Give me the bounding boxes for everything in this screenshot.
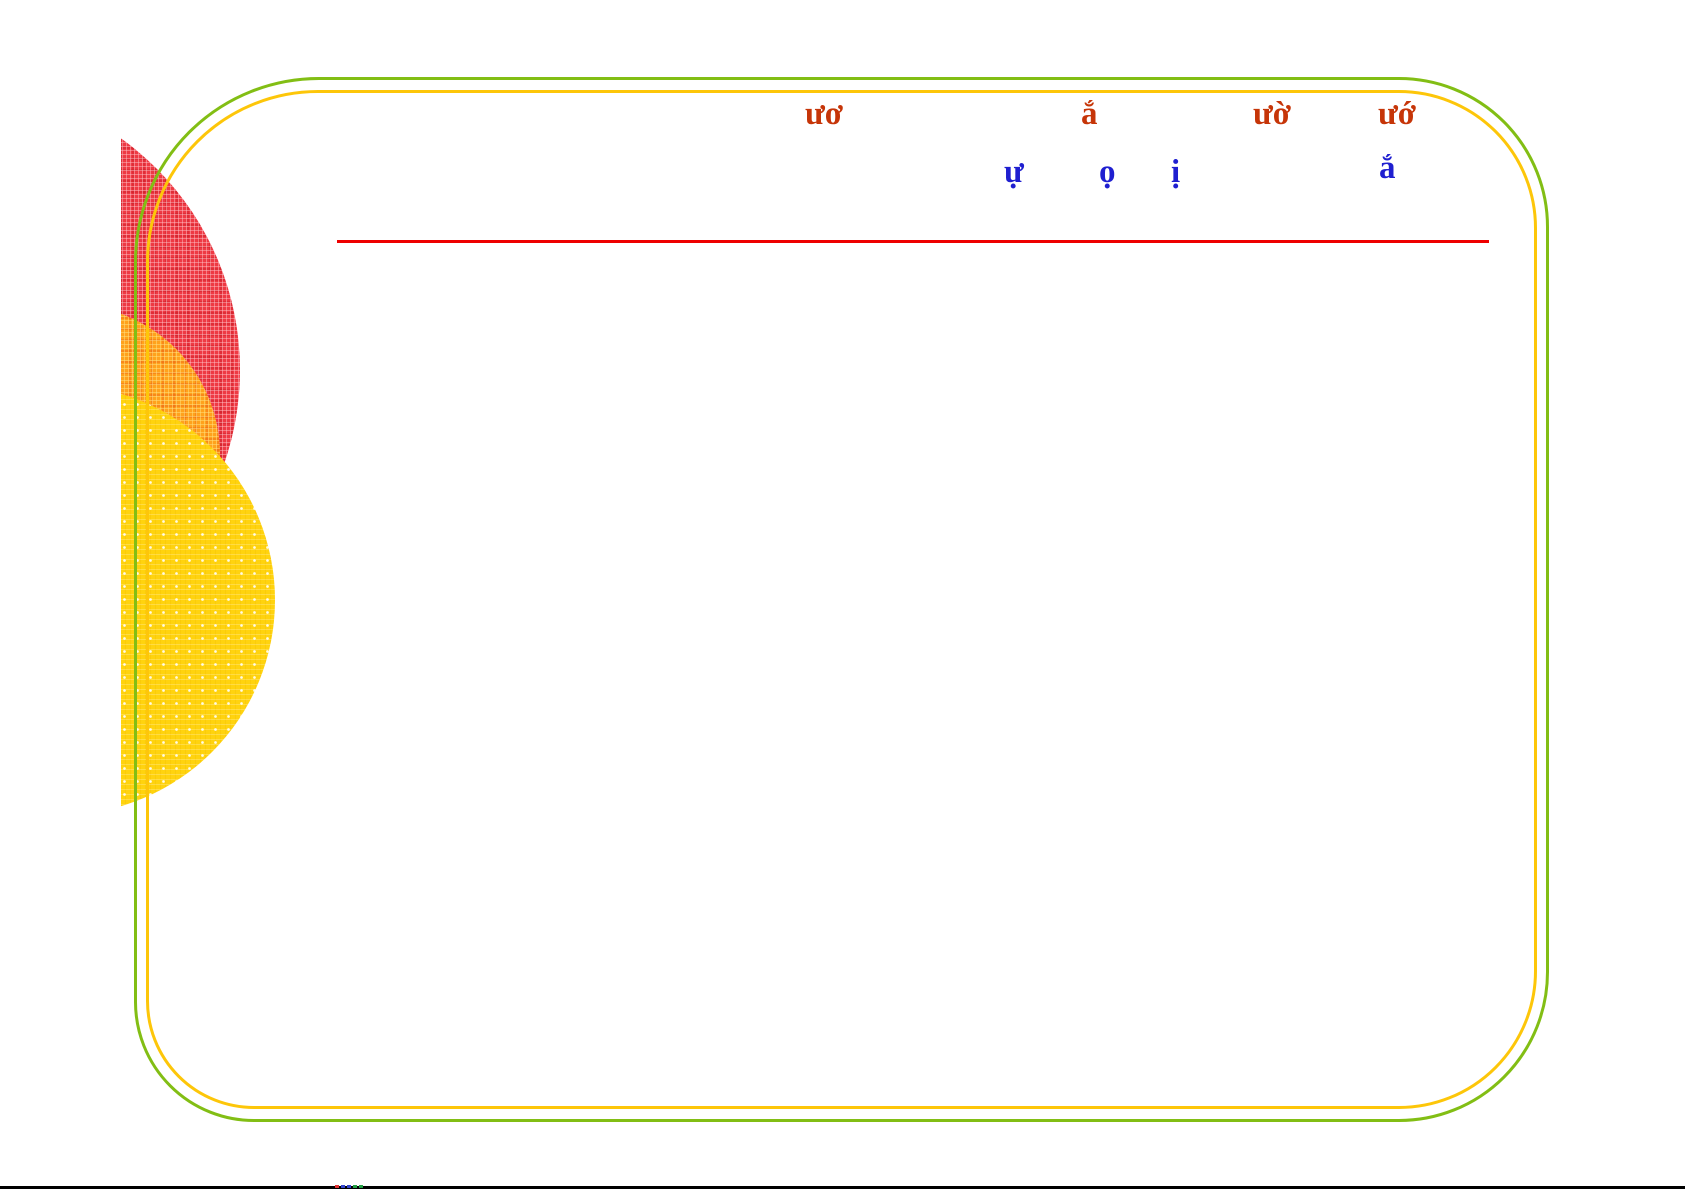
heading-fragment: ướ bbox=[1378, 96, 1417, 132]
heading-fragment: ươ bbox=[805, 96, 844, 132]
decor-circle-yellow bbox=[121, 385, 275, 815]
heading-fragment: ắ bbox=[1081, 96, 1098, 132]
bottom-edge-bar bbox=[0, 1186, 1685, 1189]
footer-artifact-dash bbox=[359, 1185, 363, 1188]
title-underline bbox=[337, 240, 1489, 243]
footer-artifact-dash bbox=[353, 1185, 357, 1188]
decor-circle-orange bbox=[121, 305, 220, 605]
footer-artifact-dash bbox=[335, 1185, 339, 1188]
heading-fragment: ườ bbox=[1253, 96, 1292, 132]
slide-border-outer bbox=[134, 77, 1549, 1122]
footer-artifact-dash bbox=[341, 1185, 345, 1188]
subheading-fragment: ị bbox=[1171, 154, 1181, 190]
decor-circle-red bbox=[121, 85, 240, 655]
subheading-fragment: ự bbox=[1004, 154, 1024, 190]
subheading-fragment: ọ bbox=[1099, 154, 1116, 190]
decorative-circles bbox=[121, 0, 1685, 1191]
footer-artifact-dash bbox=[347, 1185, 351, 1188]
subheading-fragment: ắ bbox=[1379, 150, 1396, 186]
